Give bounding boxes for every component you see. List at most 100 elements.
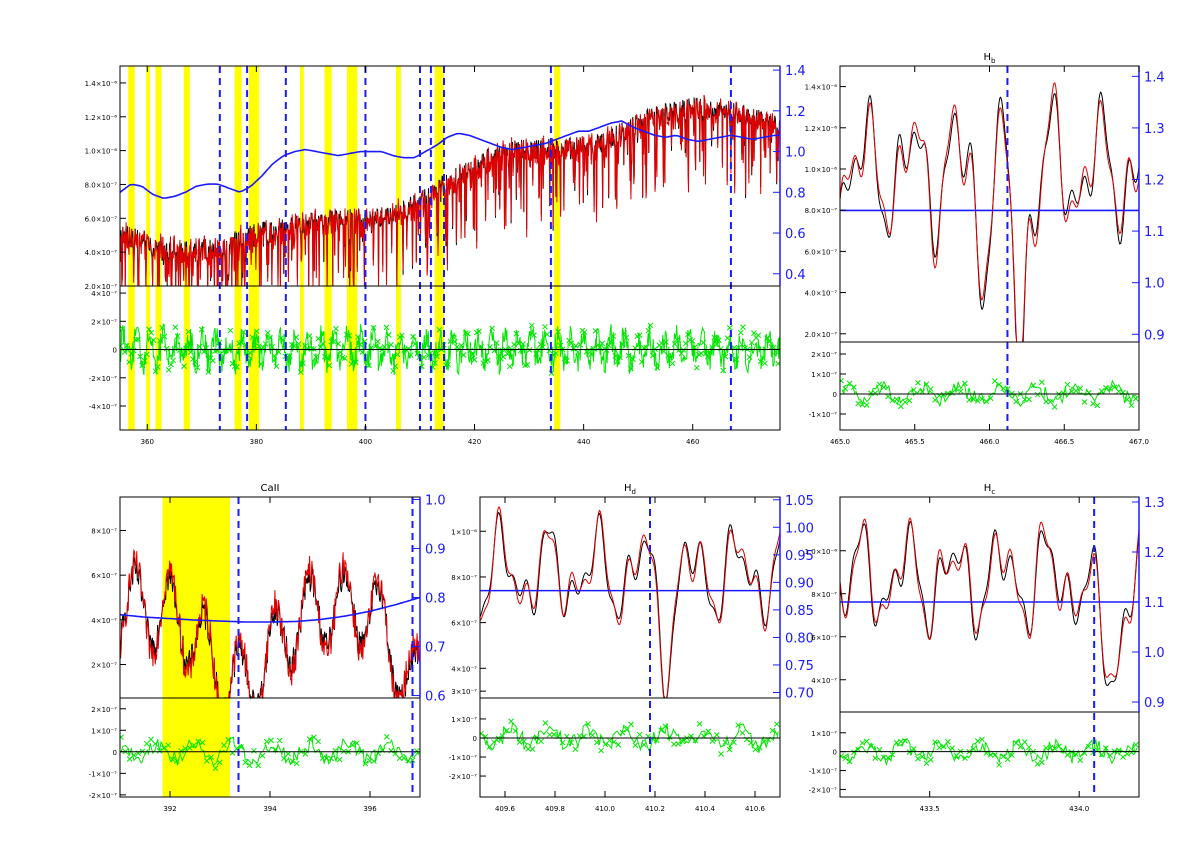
residual-marker — [572, 342, 579, 349]
residual-marker — [735, 722, 742, 728]
residual-marker — [489, 325, 496, 332]
residual-y-tick-label: -1×10⁻⁷ — [449, 754, 477, 762]
x-tick-label: 465.0 — [830, 438, 850, 446]
residual-marker — [603, 347, 610, 353]
observed-spectrum-line — [840, 521, 1139, 687]
residual-marker — [315, 738, 322, 745]
residual-marker — [423, 341, 430, 347]
residual-marker — [623, 334, 630, 341]
residual-y-tick-label: 0 — [113, 347, 117, 355]
residual-marker — [936, 744, 943, 751]
residual-marker — [370, 324, 377, 331]
residual-marker — [508, 718, 514, 725]
right-y-tick-label: 1.1 — [1144, 596, 1165, 611]
residual-marker — [542, 323, 548, 330]
residual-y-tick-label: 1×10⁻⁷ — [91, 727, 117, 735]
residual-marker — [150, 337, 157, 343]
residual-marker — [764, 335, 771, 341]
residual-marker — [531, 332, 537, 338]
residual-y-tick-label: 2×10⁻⁷ — [91, 318, 117, 326]
residual-marker — [199, 739, 206, 746]
residual-marker — [1098, 388, 1105, 394]
residual-marker — [685, 331, 691, 338]
residual-marker — [678, 350, 685, 357]
residual-marker — [927, 756, 934, 763]
y-tick-label: 6×10⁻⁷ — [451, 620, 477, 628]
residual-marker — [449, 333, 456, 339]
residual-marker — [293, 760, 300, 767]
residual-y-tick-label: -4×10⁻⁷ — [89, 403, 117, 411]
residual-marker — [762, 360, 768, 367]
residual-marker — [255, 762, 262, 769]
x-tick-label: 392 — [163, 805, 176, 813]
residual-marker — [465, 330, 471, 337]
residual-marker — [570, 345, 577, 352]
residual-marker — [868, 743, 874, 749]
residual-marker — [641, 741, 647, 748]
residual-marker — [733, 356, 740, 363]
residual-marker — [761, 738, 767, 745]
x-tick-label: 360 — [141, 438, 154, 446]
residual-marker — [319, 755, 326, 762]
right-y-tick-label: 1.00 — [785, 521, 814, 536]
residual-marker — [863, 738, 870, 745]
right-y-tick-label: 1.0 — [785, 146, 806, 161]
y-tick-label: 1.0×10⁻⁶ — [805, 166, 838, 174]
residual-marker — [179, 352, 185, 359]
right-y-tick-label: 0.75 — [785, 659, 814, 674]
residual-marker — [1051, 745, 1058, 752]
residual-marker — [568, 739, 574, 746]
panel-hb: 465.0 465.5 466.0 466.5 467.0 2.0×10⁻⁷ 4.0×10⁻… — [805, 52, 1165, 446]
residual-marker — [289, 758, 296, 764]
residual-marker — [216, 759, 223, 766]
residual-marker — [859, 740, 866, 746]
residual-marker — [588, 351, 595, 358]
mask-band — [128, 66, 135, 430]
residual-marker — [932, 397, 938, 403]
y-tick-label: 1.0×10⁻⁶ — [805, 548, 838, 556]
residual-marker — [249, 334, 256, 341]
residual-marker — [333, 325, 339, 332]
residual-marker — [194, 364, 201, 371]
residual-y-tick-label: -2×10⁻⁷ — [89, 375, 117, 383]
residual-marker — [548, 370, 555, 376]
residual-marker — [1021, 396, 1028, 403]
residual-marker — [910, 746, 917, 752]
residual-marker — [253, 328, 260, 335]
continuum-line — [120, 596, 420, 623]
residual-marker — [840, 753, 844, 759]
right-y-tick-label: 0.9 — [425, 542, 446, 557]
residual-marker — [436, 326, 443, 333]
plot-area — [840, 497, 1139, 797]
residual-marker — [313, 353, 320, 360]
plot-area — [120, 497, 420, 797]
residual-marker — [1043, 744, 1049, 751]
y-tick-label: 1.2×10⁻⁶ — [85, 114, 118, 122]
model-spectrum-line — [120, 94, 780, 287]
residual-marker — [262, 340, 269, 347]
residual-marker — [653, 737, 660, 744]
mask-band — [396, 66, 401, 430]
residual-marker — [737, 329, 744, 336]
residual-marker — [906, 397, 913, 404]
mask-band — [146, 66, 150, 430]
residual-marker — [748, 339, 755, 346]
residual-marker — [381, 343, 388, 350]
x-tick-label: 380 — [250, 438, 263, 446]
residual-marker — [974, 738, 981, 744]
residual-marker — [535, 347, 542, 354]
residual-marker — [983, 398, 990, 405]
residual-marker — [636, 731, 643, 738]
residual-marker — [589, 732, 596, 739]
residual-marker — [748, 739, 754, 746]
residual-marker — [705, 728, 712, 735]
residual-marker — [605, 342, 612, 349]
residual-marker — [280, 337, 287, 344]
residual-marker — [427, 350, 434, 356]
residual-marker — [341, 355, 348, 362]
residual-marker — [263, 738, 270, 745]
model-spectrum-line — [120, 548, 420, 699]
residual-marker — [135, 336, 141, 343]
residual-marker — [919, 388, 926, 395]
residual-marker — [974, 398, 981, 404]
